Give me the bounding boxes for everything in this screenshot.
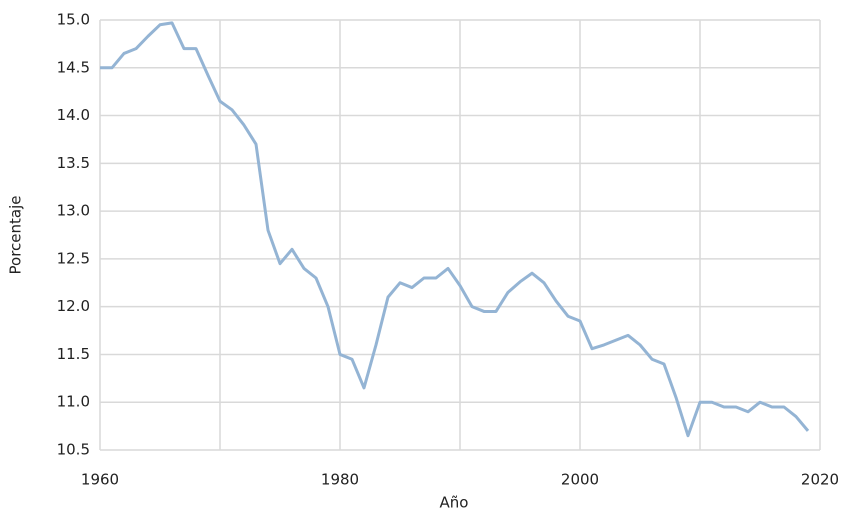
y-tick-label: 15.0 xyxy=(57,11,90,29)
x-tick-label: 1960 xyxy=(81,471,119,489)
y-tick-label: 12.5 xyxy=(57,249,90,267)
data-line xyxy=(100,21,810,438)
y-tick-label: 13.5 xyxy=(57,154,90,172)
y-tick-label: 14.5 xyxy=(57,58,90,76)
y-tick-label: 12.0 xyxy=(57,297,90,315)
x-tick-label: 2020 xyxy=(801,471,839,489)
y-tick-label: 13.0 xyxy=(57,202,90,220)
y-axis-label: Porcentaje xyxy=(7,196,25,275)
x-axis-label: Año xyxy=(440,494,469,512)
x-tick-label: 1980 xyxy=(321,471,359,489)
x-tick-label: 2000 xyxy=(561,471,599,489)
y-tick-label: 11.0 xyxy=(57,393,90,411)
y-tick-label: 11.5 xyxy=(57,345,90,363)
y-tick-label: 14.0 xyxy=(57,106,90,124)
y-tick-label: 10.5 xyxy=(57,441,90,459)
